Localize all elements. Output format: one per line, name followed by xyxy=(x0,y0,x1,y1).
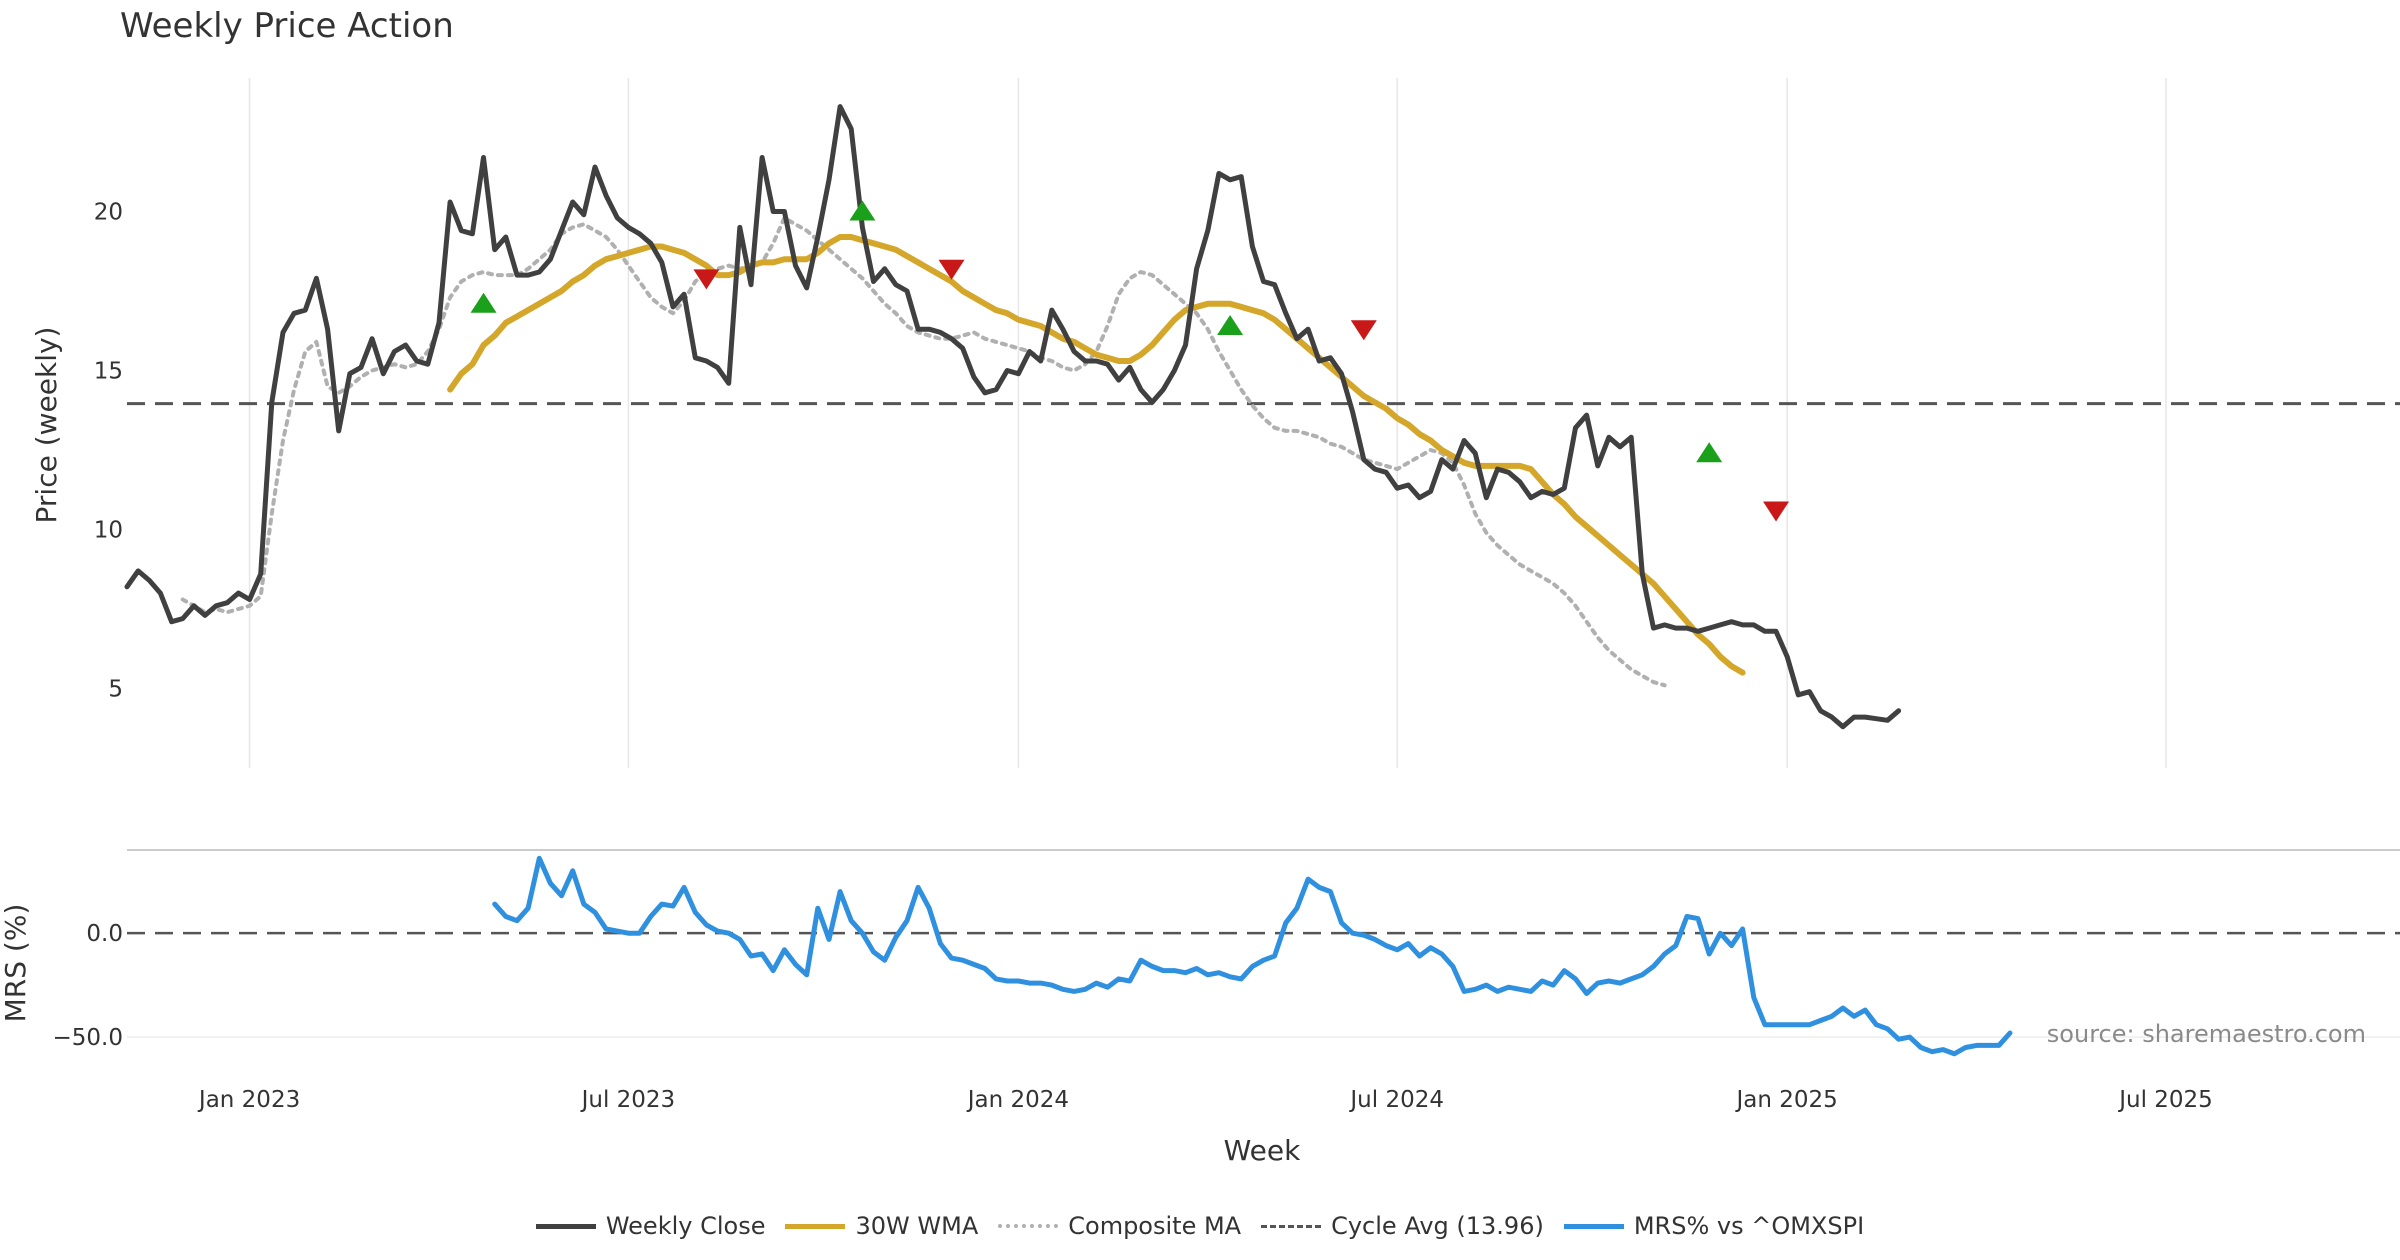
grid-layer xyxy=(127,78,2400,1038)
y-tick-label-price: 10 xyxy=(94,518,123,544)
series-layer xyxy=(124,104,2013,1057)
sell-signal-marker xyxy=(1763,501,1790,522)
legend-item-composite-ma: Composite MA xyxy=(998,1212,1241,1240)
y-tick-label-mrs: 0.0 xyxy=(86,921,123,947)
buy-signal-marker xyxy=(1217,315,1244,336)
sell-signal-marker xyxy=(693,269,720,290)
legend-label-weekly-close: Weekly Close xyxy=(605,1212,766,1240)
y-tick-label-price: 5 xyxy=(108,677,123,703)
legend-swatch-composite-ma xyxy=(998,1224,1059,1228)
y-tick-label-mrs: −50.0 xyxy=(53,1025,123,1051)
sell-signal-marker xyxy=(1350,320,1377,341)
x-tick-label: Jul 2024 xyxy=(1348,1087,1444,1113)
x-tick-label: Jan 2024 xyxy=(966,1087,1069,1113)
legend-label-composite-ma: Composite MA xyxy=(1068,1212,1242,1240)
tick-labels: Jan 2023 Jul 2023 Jan 2024 Jul 2024 Jan 2025… xyxy=(53,200,2213,1113)
y-tick-label-price: 15 xyxy=(94,359,123,385)
buy-signal-marker xyxy=(849,200,876,221)
legend-item-cycle-avg: Cycle Avg (13.96) xyxy=(1261,1212,1544,1240)
legend-swatch-weekly-close xyxy=(535,1223,596,1229)
legend-label-mrs: MRS% vs ^OMXSPI xyxy=(1633,1212,1865,1240)
legend-label-cycle-avg: Cycle Avg (13.96) xyxy=(1331,1212,1544,1240)
mrs-line xyxy=(492,855,2013,1057)
composite-ma-line xyxy=(180,215,1667,688)
y-axis-title-mrs: MRS (%) xyxy=(0,904,32,1023)
x-tick-label: Jan 2025 xyxy=(1735,1087,1838,1113)
signal-markers xyxy=(470,200,1790,522)
x-tick-label: Jul 2025 xyxy=(2117,1087,2213,1113)
sell-signal-marker xyxy=(938,259,965,280)
x-tick-label: Jul 2023 xyxy=(580,1087,676,1113)
chart-title: Weekly Price Action xyxy=(120,6,454,46)
legend-swatch-mrs xyxy=(1563,1223,1624,1229)
legend-swatch-cycle-avg xyxy=(1261,1224,1322,1228)
legend-item-weekly-close: Weekly Close xyxy=(535,1212,766,1240)
reference-lines xyxy=(127,402,2400,935)
buy-signal-marker xyxy=(470,292,497,313)
x-axis-title: Week xyxy=(1224,1134,1301,1167)
legend-label-30w-wma: 30W WMA xyxy=(855,1212,979,1240)
x-tick-label: Jan 2023 xyxy=(197,1087,300,1113)
legend: Weekly Close 30W WMA Composite MA Cycle … xyxy=(0,1212,2400,1240)
weekly-close-line xyxy=(124,104,1902,730)
legend-item-30w-wma: 30W WMA xyxy=(785,1212,978,1240)
legend-swatch-30w-wma xyxy=(785,1223,846,1229)
wma-30w-line xyxy=(447,234,1746,676)
y-tick-label-price: 20 xyxy=(94,200,123,226)
legend-item-mrs: MRS% vs ^OMXSPI xyxy=(1563,1212,1865,1240)
buy-signal-marker xyxy=(1696,442,1723,463)
price-chart: Jan 2023 Jul 2023 Jan 2024 Jul 2024 Jan 2025… xyxy=(0,78,2400,1167)
y-axis-title-price: Price (weekly) xyxy=(30,327,63,524)
source-credit: source: sharemaestro.com xyxy=(2046,1020,2366,1048)
